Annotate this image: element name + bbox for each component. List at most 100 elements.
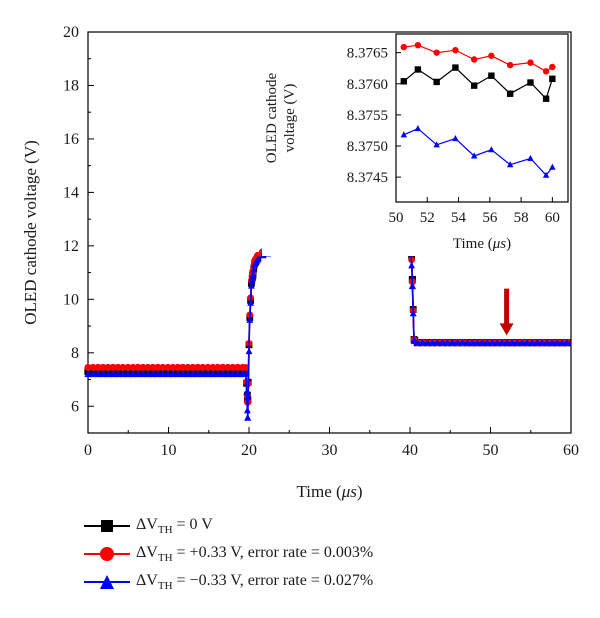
series-marker — [134, 370, 142, 378]
series-marker — [448, 338, 456, 346]
series-marker — [124, 363, 132, 372]
series-marker — [219, 370, 227, 378]
series-marker — [124, 370, 132, 378]
series-marker — [488, 338, 496, 346]
series-2 — [84, 234, 572, 421]
inset-series-marker — [414, 125, 422, 132]
y-tick-label: 8 — [71, 345, 79, 362]
series-marker — [244, 413, 252, 421]
series-marker — [463, 338, 471, 346]
inset-series-marker — [452, 135, 459, 142]
series-marker — [245, 347, 253, 355]
inset-x-tick-label: 56 — [482, 210, 498, 226]
legend-label: ΔVTH = −0.33 V, error rate = 0.027% — [136, 571, 374, 593]
x-axis-label: Time (μs) — [296, 482, 362, 501]
series-marker — [109, 363, 117, 372]
x-tick-label: 0 — [84, 442, 92, 459]
series-marker — [508, 338, 516, 346]
series-marker — [144, 370, 152, 378]
series-marker — [543, 338, 551, 346]
legend-swatch-black — [84, 517, 130, 535]
series-marker — [409, 309, 417, 317]
inset-series-line — [403, 127, 553, 177]
series-marker — [109, 370, 117, 378]
series-marker — [114, 370, 122, 378]
inset-series-marker — [433, 78, 440, 86]
square-marker-icon — [101, 520, 113, 532]
series-marker — [493, 338, 501, 346]
inset-series-marker — [414, 42, 422, 49]
inset-y-tick-label: 8.3750 — [347, 139, 388, 155]
inset-y-tick-label: 8.3765 — [347, 46, 388, 62]
inset-x-tick-label: 50 — [389, 210, 404, 226]
inset-series-marker — [542, 95, 550, 102]
inset-series-line — [403, 66, 553, 100]
series-marker — [89, 363, 97, 372]
inset-series-marker — [527, 79, 534, 86]
series-marker — [498, 338, 506, 346]
series-marker — [243, 406, 251, 414]
y-tick-label: 6 — [71, 398, 79, 415]
series-marker — [244, 393, 252, 400]
series-marker — [169, 363, 177, 372]
series-marker — [250, 266, 258, 273]
series-marker — [229, 370, 237, 378]
series-marker — [174, 370, 182, 378]
series-marker — [214, 363, 222, 372]
x-tick-label: 20 — [241, 442, 257, 459]
inset-series-marker — [452, 46, 459, 54]
series-marker — [84, 363, 92, 372]
series-marker — [154, 363, 162, 372]
inset-y-tick-label: 8.3755 — [347, 108, 388, 124]
series-line — [88, 237, 572, 420]
inset-series-marker — [414, 66, 422, 73]
x-tick-label: 10 — [161, 442, 177, 459]
series-marker — [119, 370, 127, 378]
series-marker — [234, 370, 242, 378]
series-marker — [179, 370, 187, 378]
inset-series-marker — [452, 64, 459, 71]
series-marker — [94, 370, 102, 378]
series-marker — [423, 338, 431, 346]
x-tick-label: 60 — [563, 442, 579, 459]
series-marker — [164, 370, 172, 378]
series-marker — [246, 316, 254, 323]
series-marker — [204, 363, 212, 372]
series-marker — [242, 364, 250, 371]
series-marker — [194, 370, 202, 378]
series-marker — [538, 338, 546, 346]
series-marker — [184, 363, 192, 372]
inset-series-marker — [488, 146, 495, 153]
series-marker — [209, 370, 217, 378]
series-marker — [458, 338, 466, 346]
x-tick-label: 40 — [402, 442, 418, 459]
series-marker — [104, 370, 112, 378]
series-marker — [104, 363, 112, 372]
inset-x-tick-label: 54 — [451, 210, 467, 226]
inset-series-marker — [506, 161, 514, 168]
annotation-arrow-head — [499, 323, 514, 336]
series-marker — [164, 363, 172, 372]
series-marker — [189, 363, 197, 372]
inset-series-marker — [433, 49, 440, 56]
series-marker — [478, 338, 486, 346]
series-marker — [214, 370, 222, 378]
series-marker — [224, 363, 232, 372]
series-marker — [89, 370, 97, 378]
series-marker — [242, 370, 250, 377]
series-marker — [194, 363, 202, 372]
series-marker — [252, 258, 260, 265]
y-tick-label: 20 — [63, 24, 79, 41]
series-marker — [169, 370, 177, 378]
series-marker — [134, 363, 142, 372]
inset-x-tick-label: 52 — [420, 210, 435, 226]
series-marker — [174, 363, 182, 372]
inset-series-2 — [400, 125, 556, 178]
series-marker — [154, 370, 162, 378]
inset-series-marker — [527, 59, 534, 66]
series-marker — [558, 338, 566, 346]
series-marker — [248, 276, 256, 284]
inset-series-marker — [488, 52, 495, 59]
inset-series-marker — [400, 78, 408, 85]
series-marker — [503, 338, 511, 346]
